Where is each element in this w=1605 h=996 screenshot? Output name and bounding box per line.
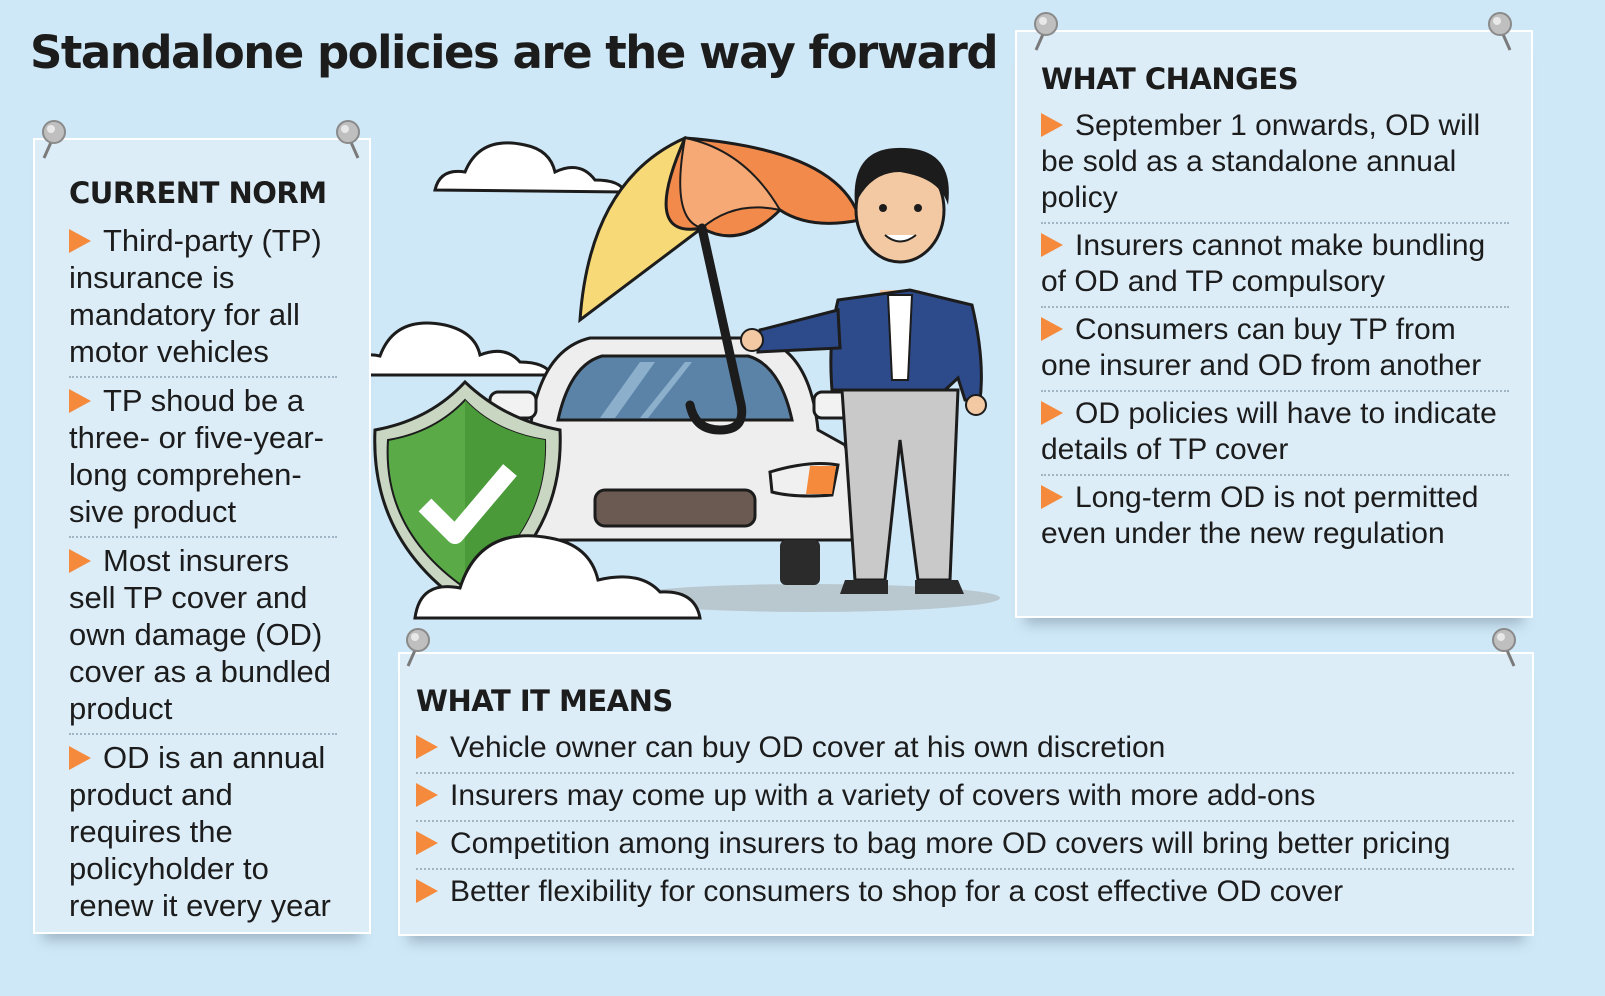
cloud-icon	[433, 141, 628, 194]
what-it-means-card: WHAT IT MEANS Vehicle owner can buy OD c…	[398, 652, 1534, 936]
list-item: Consumers can buy TP from one insurer an…	[1041, 308, 1509, 392]
list-item: OD is an annual product and requires the…	[69, 740, 331, 923]
bullet-triangle-icon	[416, 831, 438, 855]
list-item: Third-party (TP) insurance is mandatory …	[69, 218, 337, 378]
pushpin-icon	[336, 120, 360, 159]
bullet-triangle-icon	[69, 389, 91, 413]
cloud-icon	[342, 321, 555, 377]
current-norm-card: CURRENT NORM Third-party (TP) insurance …	[33, 138, 371, 934]
list-item: Long-term OD is not permitted even under…	[1041, 481, 1479, 550]
current-norm-heading: CURRENT NORM	[69, 176, 327, 210]
bullet-triangle-icon	[69, 549, 91, 573]
pushpin-icon	[1488, 12, 1512, 51]
list-item: Insurers cannot make bundling of OD and …	[1041, 224, 1509, 308]
bullet-triangle-icon	[1041, 317, 1063, 341]
bullet-triangle-icon	[416, 735, 438, 759]
pushpin-icon	[42, 120, 66, 159]
bullet-triangle-icon	[1041, 485, 1063, 509]
bullet-triangle-icon	[69, 229, 91, 253]
list-item: OD policies will have to indicate detail…	[1041, 392, 1509, 476]
bullet-triangle-icon	[1041, 401, 1063, 425]
list-item: TP shoud be a three- or five-year-long c…	[69, 378, 337, 538]
cloud-icon	[413, 534, 702, 620]
what-changes-heading: WHAT CHANGES	[1041, 62, 1299, 96]
list-item: Insurers may come up with a variety of c…	[416, 774, 1514, 822]
list-item: Better flexibility for consumers to shop…	[416, 870, 1514, 916]
bullet-triangle-icon	[69, 746, 91, 770]
page-title: Standalone policies are the way forward	[30, 26, 999, 79]
bullet-triangle-icon	[1041, 113, 1063, 137]
bullet-triangle-icon	[1041, 233, 1063, 257]
what-it-means-list: Vehicle owner can buy OD cover at his ow…	[416, 726, 1514, 916]
list-item: Most insurers sell TP cover and own dama…	[69, 538, 337, 735]
bullet-triangle-icon	[416, 879, 438, 903]
umbrella-icon	[578, 135, 862, 435]
what-changes-card: WHAT CHANGES September 1 onwards, OD wil…	[1015, 30, 1533, 618]
pushpin-icon	[406, 628, 430, 667]
illustration	[342, 135, 1000, 620]
pushpin-icon	[1034, 12, 1058, 51]
list-item: Vehicle owner can buy OD cover at his ow…	[416, 726, 1514, 774]
ground-shadow	[620, 584, 1000, 612]
current-norm-list: Third-party (TP) insurance is mandatory …	[69, 218, 337, 930]
what-changes-list: September 1 onwards, OD will be sold as …	[1041, 104, 1509, 558]
list-item: Competition among insurers to bag more O…	[416, 822, 1514, 870]
pushpin-icon	[1492, 628, 1516, 667]
person-icon	[740, 147, 987, 594]
bullet-triangle-icon	[416, 783, 438, 807]
list-item: September 1 onwards, OD will be sold as …	[1041, 104, 1509, 224]
what-it-means-heading: WHAT IT MEANS	[416, 684, 673, 718]
